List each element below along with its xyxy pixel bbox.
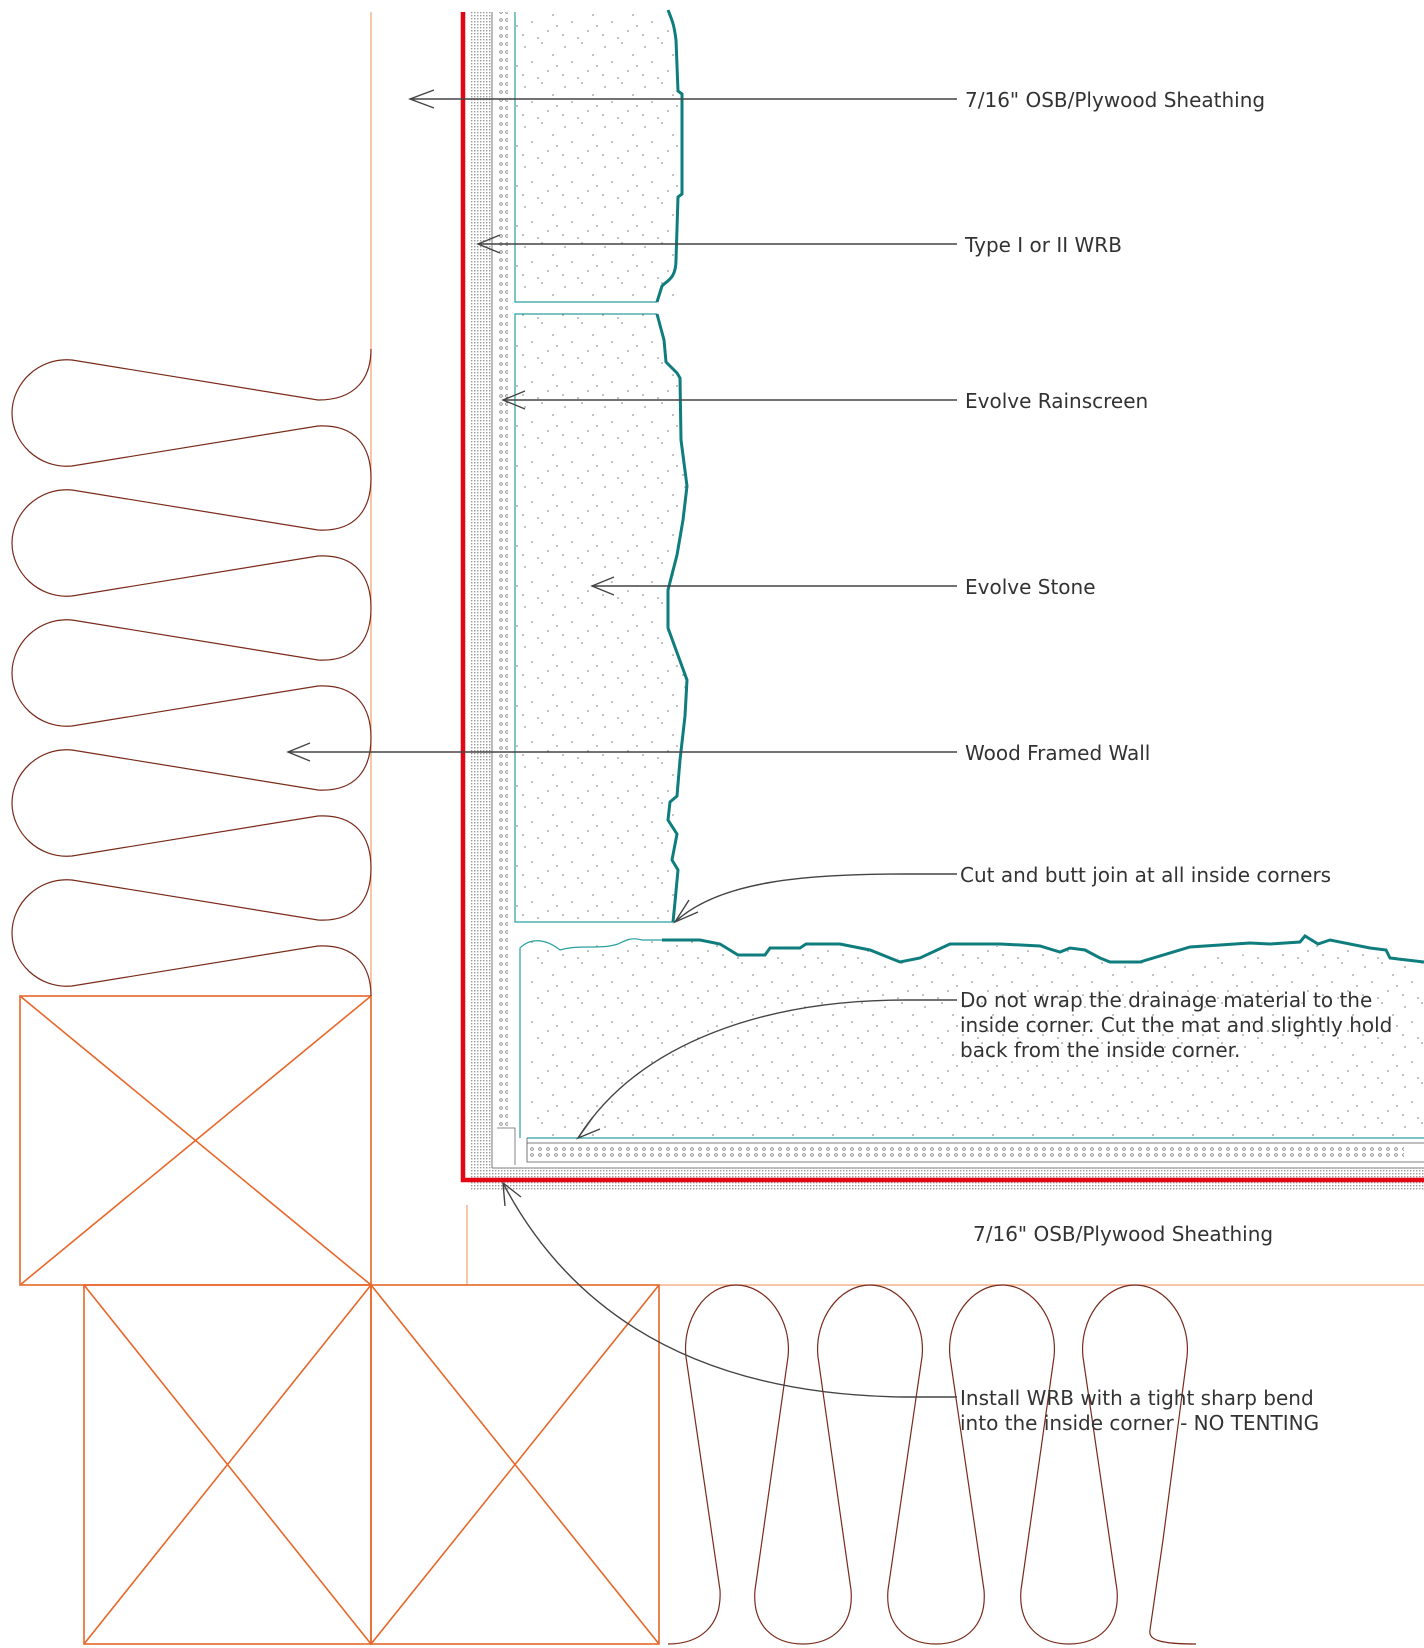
batt-insulation-bottom <box>667 1284 1197 1645</box>
wrb-red-line <box>460 12 1424 1183</box>
stud-block-bottom-right <box>370 1284 660 1645</box>
framing-lines <box>370 12 1424 1286</box>
stone-unit-lower <box>515 940 1424 1138</box>
leader-wrb <box>476 234 957 254</box>
callout-wood-wall: Wood Framed Wall <box>965 741 1151 765</box>
batt-insulation-left <box>11 348 372 997</box>
leader-butt-join <box>673 873 957 924</box>
stud-block-bottom-left <box>83 1284 372 1645</box>
leader-stone <box>590 576 957 596</box>
leader-wall <box>286 742 957 762</box>
leader-osb-top <box>408 89 957 109</box>
callout-stone: Evolve Stone <box>965 575 1096 599</box>
callout-rainscreen: Evolve Rainscreen <box>965 389 1149 413</box>
callout-drainage: Do not wrap the drainage material to the… <box>960 988 1393 1062</box>
leader-install-wrb <box>502 1181 957 1398</box>
stone-unit-middle <box>515 314 690 922</box>
leader-rainscreen <box>501 390 957 410</box>
callout-leaders <box>286 89 957 1398</box>
stone-veneer <box>514 9 1424 1139</box>
callout-install-wrb: Install WRB with a tight sharp bend into… <box>960 1386 1320 1435</box>
callout-osb-bottom: 7/16" OSB/Plywood Sheathing <box>973 1222 1274 1246</box>
stud-block-upper-left <box>19 995 372 1286</box>
wood-stud-blocks <box>19 995 660 1645</box>
leader-drainage <box>576 999 957 1140</box>
stone-unit-upper <box>515 12 682 305</box>
callout-osb-top: 7/16" OSB/Plywood Sheathing <box>965 88 1266 112</box>
callout-wrb: Type I or II WRB <box>965 233 1122 257</box>
callout-butt-join: Cut and butt join at all inside corners <box>960 863 1332 887</box>
rainscreen-mat <box>497 12 1424 1165</box>
